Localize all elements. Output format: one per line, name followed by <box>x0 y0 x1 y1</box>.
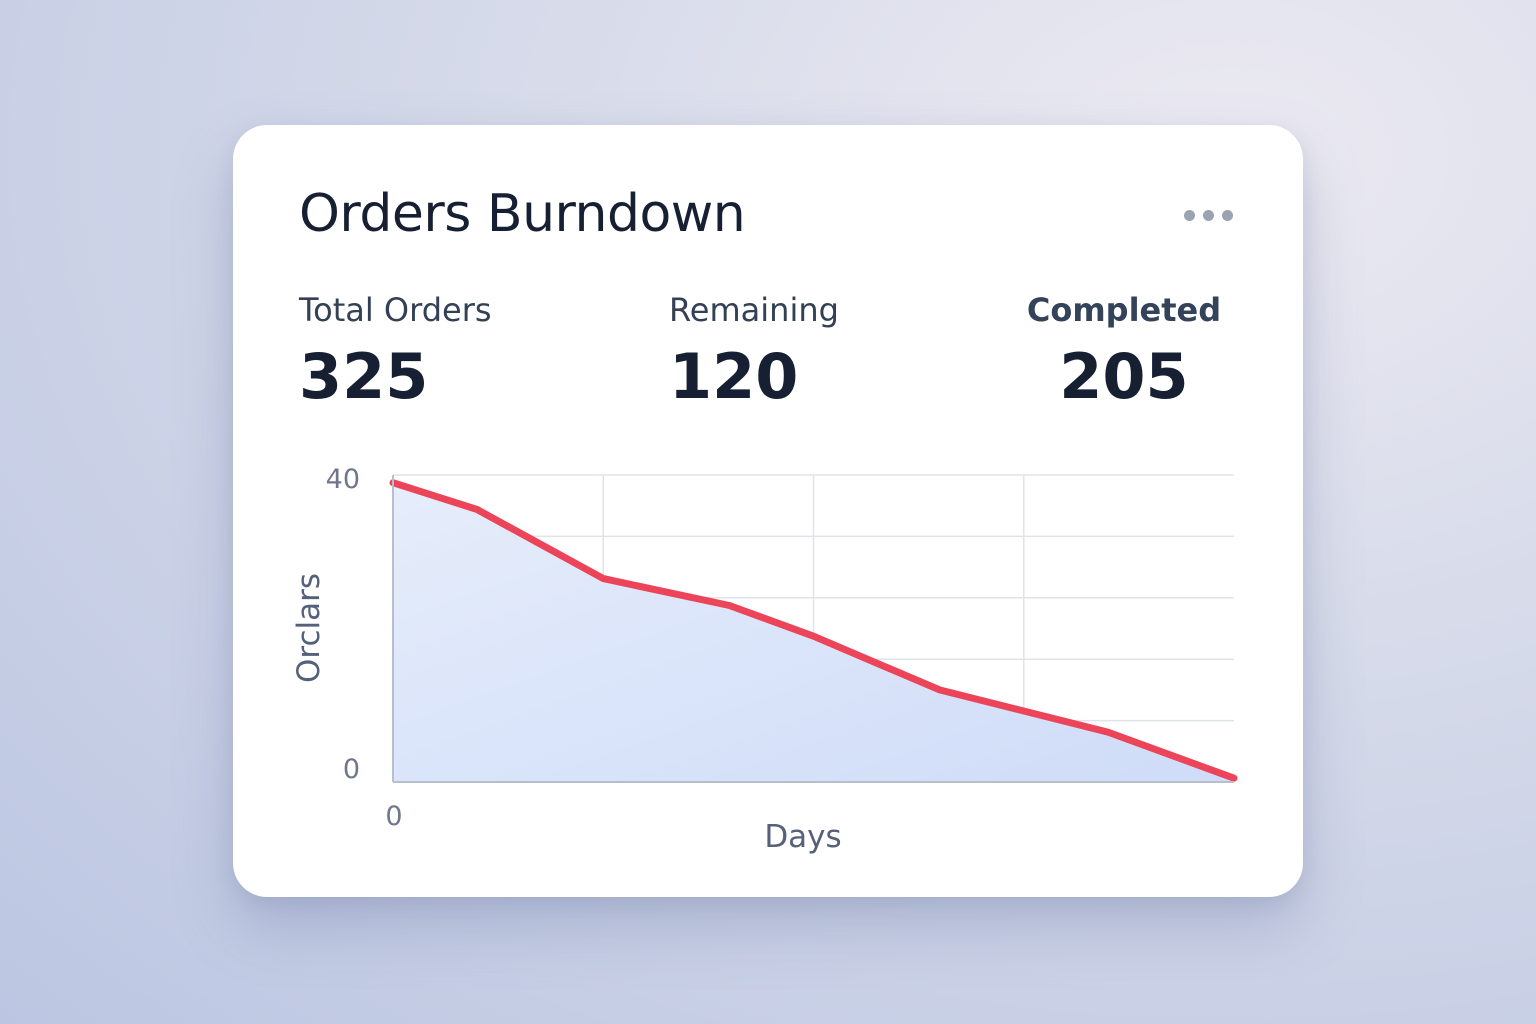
more-options-button[interactable] <box>1177 197 1239 233</box>
y-tick-label: 0 <box>343 754 360 785</box>
more-horizontal-icon-dot <box>1202 209 1214 221</box>
burndown-card: Orders Burndown Total Orders 325 Remaini… <box>233 125 1303 897</box>
card-title: Orders Burndown <box>299 184 746 244</box>
stat-label: Total Orders <box>299 291 492 329</box>
more-horizontal-icon-dot <box>1221 209 1233 221</box>
x-axis-label: Days <box>764 819 841 855</box>
x-tick-label: 0 <box>385 801 402 832</box>
stat-value: 325 <box>299 340 429 414</box>
y-axis-label: Orclars <box>291 573 327 683</box>
stat-completed: Completed 205 <box>1013 291 1235 412</box>
stat-value: 205 <box>1059 340 1189 414</box>
chart-area-fill <box>393 482 1234 782</box>
chart-series-line <box>389 479 1238 782</box>
stat-value: 120 <box>669 340 799 414</box>
stat-label: Remaining <box>669 291 839 329</box>
stat-label: Completed <box>1026 291 1222 329</box>
chart-grid <box>393 474 1234 782</box>
stat-total-orders: Total Orders 325 <box>299 291 492 412</box>
more-horizontal-icon <box>1183 209 1195 221</box>
y-tick-label: 40 <box>326 464 360 495</box>
stat-remaining: Remaining 120 <box>669 291 839 412</box>
